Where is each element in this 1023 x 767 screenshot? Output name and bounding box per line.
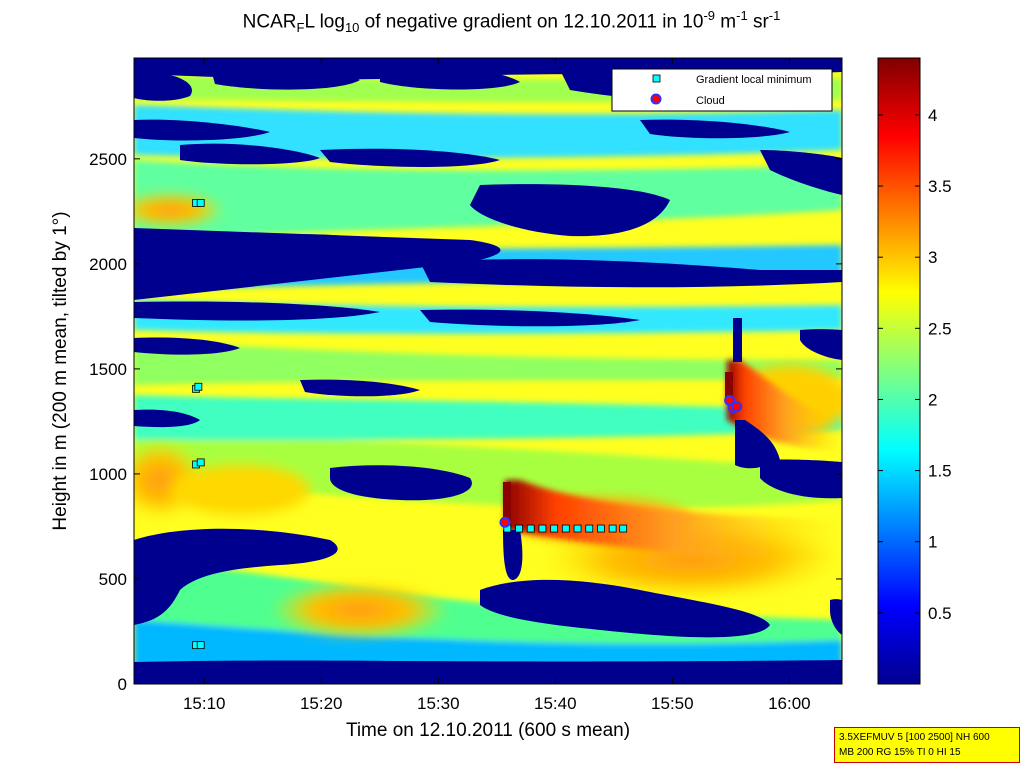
colorbar-tick-label: 2.5 (928, 319, 952, 338)
x-tick-label: 16:00 (768, 694, 811, 713)
colorbar-tick-label: 0.5 (928, 604, 952, 623)
title-part: m (715, 11, 737, 33)
gradient-minimum-marker (196, 199, 205, 207)
gradient-local-minimum-series (192, 199, 628, 650)
colorbar-tick-label: 4 (928, 106, 937, 125)
legend: Gradient local minimum Cloud (611, 68, 833, 112)
colorbar-tick-label: 1 (928, 533, 937, 552)
title-part: sr (747, 11, 769, 33)
info-box: 3.5XEFMUV 5 [100 2500] NH 600 MB 200 RG … (834, 727, 1020, 763)
y-tick-label: 500 (99, 570, 127, 589)
legend-box (611, 68, 833, 112)
colorbar-tick-label: 3.5 (928, 177, 952, 196)
legend-square-marker (652, 74, 661, 83)
gradient-minimum-marker (515, 524, 523, 533)
y-tick-label: 1500 (89, 360, 127, 379)
gradient-minimum-marker (196, 458, 205, 467)
chart-title: NCARFL log10 of negative gradient on 12.… (0, 8, 1023, 35)
legend-entry-cloud: Cloud (696, 95, 725, 107)
heatmap-field (134, 58, 842, 684)
colorbar-tick-label: 3 (928, 248, 937, 267)
y-tick-label: 2500 (89, 150, 127, 169)
colorbar-axis: 0.5 1 1.5 2 2.5 3 3.5 4 (878, 106, 952, 623)
gradient-minimum-marker (526, 524, 535, 533)
gradient-minimum-marker (561, 524, 570, 533)
y-tick-label: 2000 (89, 255, 127, 274)
gradient-minimum-marker (585, 524, 594, 533)
x-tick-label: 15:40 (534, 694, 577, 713)
colorbar-tick-label: 2 (928, 390, 937, 409)
y-axis: 0 500 1000 1500 2000 2500 (89, 150, 842, 694)
title-part: NCAR (242, 11, 297, 33)
cloud-marker (499, 516, 511, 528)
title-superscript: -1 (768, 8, 781, 23)
x-tick-label: 15:50 (651, 694, 694, 713)
legend-entry-gradient-local-minimum: Gradient local minimum (696, 74, 812, 86)
x-axis-label: Time on 12.10.2011 (600 s mean) (346, 720, 630, 741)
gradient-minimum-marker (573, 524, 582, 533)
legend-circle-marker (650, 93, 662, 105)
colorbar (877, 57, 921, 685)
x-tick-label: 15:30 (417, 694, 460, 713)
cloud-series (499, 394, 743, 528)
gradient-minimum-marker (538, 524, 547, 533)
title-superscript: -9 (703, 8, 716, 23)
title-part: L log (304, 11, 345, 33)
gradient-minimum-marker (597, 524, 605, 533)
title-part: of negative gradient on 12.10.2011 in 10 (359, 11, 704, 33)
plot-frame (133, 57, 843, 685)
x-axis: 15:10 15:20 15:30 15:40 15:50 16:00 (183, 58, 811, 713)
title-subscript: 10 (344, 20, 360, 36)
gradient-minimum-marker (619, 524, 628, 533)
colorbar-tick-label: 1.5 (928, 462, 952, 481)
title-subscript: F (296, 20, 305, 36)
x-tick-label: 15:10 (183, 694, 226, 713)
gradient-minimum-marker (608, 524, 617, 533)
info-line-1: 3.5XEFMUV 5 [100 2500] NH 600 (839, 732, 990, 743)
gradient-minimum-marker (194, 382, 203, 391)
y-tick-label: 0 (118, 675, 127, 694)
title-superscript: -1 (736, 8, 748, 23)
x-tick-label: 15:20 (300, 694, 343, 713)
gradient-minimum-marker (550, 524, 559, 533)
gradient-minimum-marker (196, 641, 205, 650)
y-tick-label: 1000 (89, 465, 127, 484)
y-axis-label: Height in m (200 m mean, tilted by 1°) (50, 211, 71, 530)
info-line-2: MB 200 RG 15% TI 0 HI 15 (839, 747, 961, 758)
cloud-marker (731, 401, 743, 413)
